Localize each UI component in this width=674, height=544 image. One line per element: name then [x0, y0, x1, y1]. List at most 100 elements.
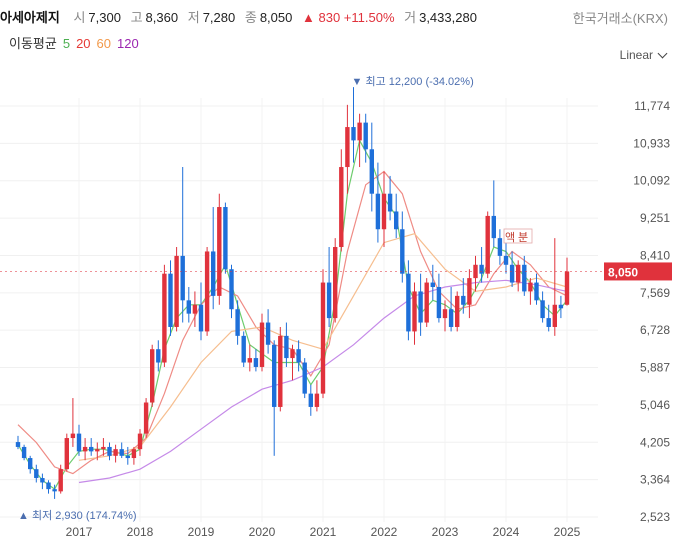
high-value: 8,360 — [145, 10, 179, 25]
candle-body — [564, 271, 570, 305]
candle — [204, 247, 210, 336]
candle — [296, 340, 301, 372]
candle-body — [76, 433, 82, 452]
volume-label: 거 — [404, 10, 417, 25]
candle — [143, 398, 149, 439]
candle-body — [558, 304, 564, 309]
candle-body — [552, 304, 557, 327]
candle-body — [278, 335, 283, 407]
candle-body — [229, 269, 234, 310]
candle — [278, 326, 283, 412]
scale-dropdown[interactable]: Linear — [619, 48, 668, 62]
candle-body — [436, 286, 442, 319]
x-tick-label: 2020 — [249, 525, 276, 539]
candle — [461, 278, 466, 314]
candle — [375, 162, 381, 243]
y-tick-label: 7,569 — [640, 286, 670, 300]
current-price-badge — [604, 262, 672, 281]
candle — [552, 238, 557, 336]
candle-body — [247, 358, 252, 363]
stock-name: 아세아제지 — [0, 10, 60, 25]
candle — [64, 433, 69, 472]
candle-body — [119, 449, 124, 456]
scale-dropdown-label: Linear — [619, 48, 653, 62]
candle-body — [290, 349, 295, 359]
candle-body — [186, 300, 191, 314]
candle-body — [265, 322, 271, 345]
candle — [284, 322, 289, 367]
candle-body — [516, 264, 521, 283]
candle — [357, 113, 362, 168]
candle — [497, 229, 503, 265]
candle-body — [272, 344, 277, 407]
candle-body — [528, 282, 533, 292]
min-price-label: ▲ 최저 2,930 (174.74%) — [18, 509, 137, 522]
candle-body — [333, 247, 338, 319]
candle — [180, 167, 185, 323]
candle-body — [156, 349, 161, 363]
event-annotation-text: 액 — [505, 231, 515, 244]
y-tick-label: 2,523 — [640, 510, 670, 524]
candle-body — [418, 291, 423, 323]
candle-body — [168, 273, 173, 327]
candle — [290, 344, 295, 381]
candle — [326, 247, 332, 327]
event-annotation-box — [503, 228, 533, 244]
candle-body — [381, 193, 387, 230]
candle — [314, 380, 320, 412]
candle — [351, 87, 356, 163]
low-label: 저 — [187, 10, 200, 25]
candle-body — [64, 438, 69, 470]
candle-body — [21, 446, 27, 459]
candle — [52, 484, 57, 499]
x-tick-label: 2019 — [188, 525, 215, 539]
candle-body — [137, 433, 143, 450]
candle — [479, 247, 484, 283]
candle — [186, 286, 191, 323]
candle-body — [211, 251, 216, 296]
candle-body — [479, 264, 484, 274]
candle-body — [369, 149, 374, 194]
moving-average-label: 이동평균 — [9, 36, 57, 51]
candle — [412, 282, 417, 345]
candle — [247, 344, 252, 372]
candle — [320, 269, 326, 399]
candle — [101, 438, 106, 456]
x-tick-label: 2024 — [493, 525, 520, 539]
ma-120-label: 120 — [117, 36, 139, 51]
candle — [113, 444, 118, 463]
candle — [418, 273, 423, 336]
candle — [467, 269, 472, 319]
candle — [70, 398, 76, 447]
candle — [241, 331, 246, 367]
candle-body — [546, 318, 551, 327]
ma-line-ma5 — [17, 138, 568, 490]
candle — [424, 278, 429, 327]
candle — [82, 438, 88, 461]
candle-body — [345, 127, 350, 168]
candle-body — [58, 469, 63, 492]
x-tick-label: 2018 — [127, 525, 154, 539]
y-tick-label: 11,774 — [634, 99, 670, 113]
candle — [131, 446, 137, 465]
y-tick-label: 9,251 — [640, 211, 670, 225]
x-tick-label: 2021 — [310, 525, 337, 539]
candle — [58, 464, 63, 494]
candle — [381, 171, 387, 248]
candle — [211, 207, 216, 310]
y-tick-label: 8,410 — [640, 248, 670, 262]
candle — [40, 473, 45, 490]
candle — [516, 260, 521, 292]
candle-body — [412, 291, 417, 332]
candle — [387, 175, 393, 221]
candle — [34, 464, 39, 483]
moving-average-legend: 이동평균 5 20 60 120 — [9, 33, 145, 52]
candle — [485, 211, 490, 279]
y-tick-label: 5,887 — [640, 361, 670, 375]
candle-body — [534, 282, 539, 301]
candle — [107, 442, 112, 461]
candle-body — [387, 193, 393, 212]
candle-body — [467, 278, 472, 305]
ma-60-label: 60 — [96, 36, 112, 51]
